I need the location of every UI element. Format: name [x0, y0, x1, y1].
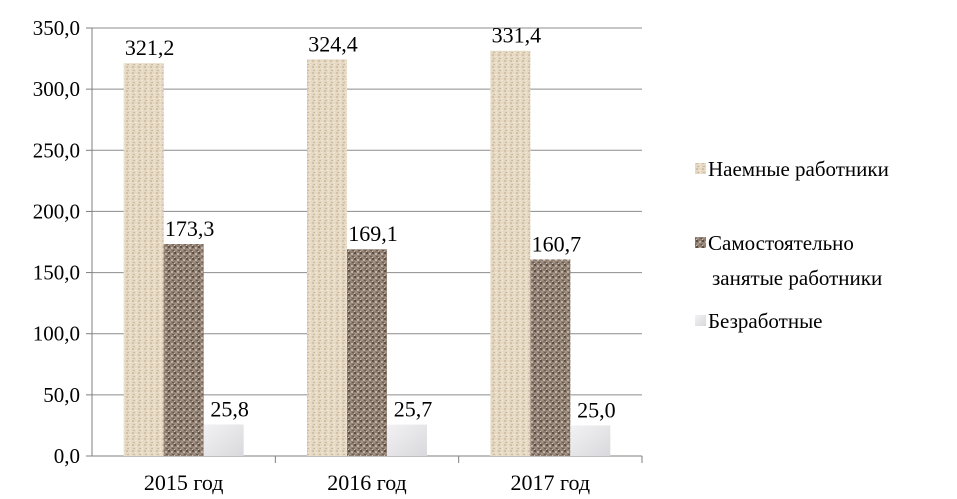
bar	[203, 424, 244, 456]
y-tick-label: 150,0	[33, 261, 80, 285]
legend-label: Наемные работники	[708, 157, 889, 181]
y-tick-label: 250,0	[33, 138, 80, 162]
y-tick-label: 100,0	[33, 322, 80, 346]
bar	[307, 59, 347, 456]
data-label: 321,2	[125, 35, 175, 60]
category-label: 2016 год	[327, 470, 407, 495]
bar	[123, 63, 164, 456]
data-label: 160,7	[532, 231, 582, 256]
category-label: 2017 год	[511, 470, 591, 495]
bar	[570, 425, 611, 456]
legend-swatch	[695, 237, 706, 248]
data-label: 25,0	[577, 397, 616, 422]
category-label: 2015 год	[144, 470, 224, 495]
legend-swatch	[695, 163, 706, 174]
y-tick-label: 350,0	[33, 16, 80, 40]
legend-swatch	[695, 315, 706, 326]
data-label: 173,3	[165, 216, 215, 241]
bar	[387, 424, 427, 456]
data-label: 25,8	[210, 396, 249, 421]
legend-label: Безработные	[708, 309, 823, 333]
legend-label: занятые работники	[712, 266, 882, 290]
y-tick-label: 0,0	[54, 444, 80, 468]
y-tick-label: 50,0	[43, 383, 80, 407]
bar	[490, 50, 531, 456]
bar	[530, 259, 571, 456]
y-tick-label: 300,0	[33, 77, 80, 101]
data-label: 169,1	[348, 221, 398, 246]
data-label: 324,4	[308, 31, 358, 56]
data-label: 331,4	[492, 23, 542, 48]
bar	[163, 244, 204, 456]
bar	[347, 249, 387, 456]
data-label: 25,7	[394, 397, 433, 422]
legend-label: Самостоятельно	[708, 231, 854, 255]
y-tick-label: 200,0	[33, 199, 80, 223]
